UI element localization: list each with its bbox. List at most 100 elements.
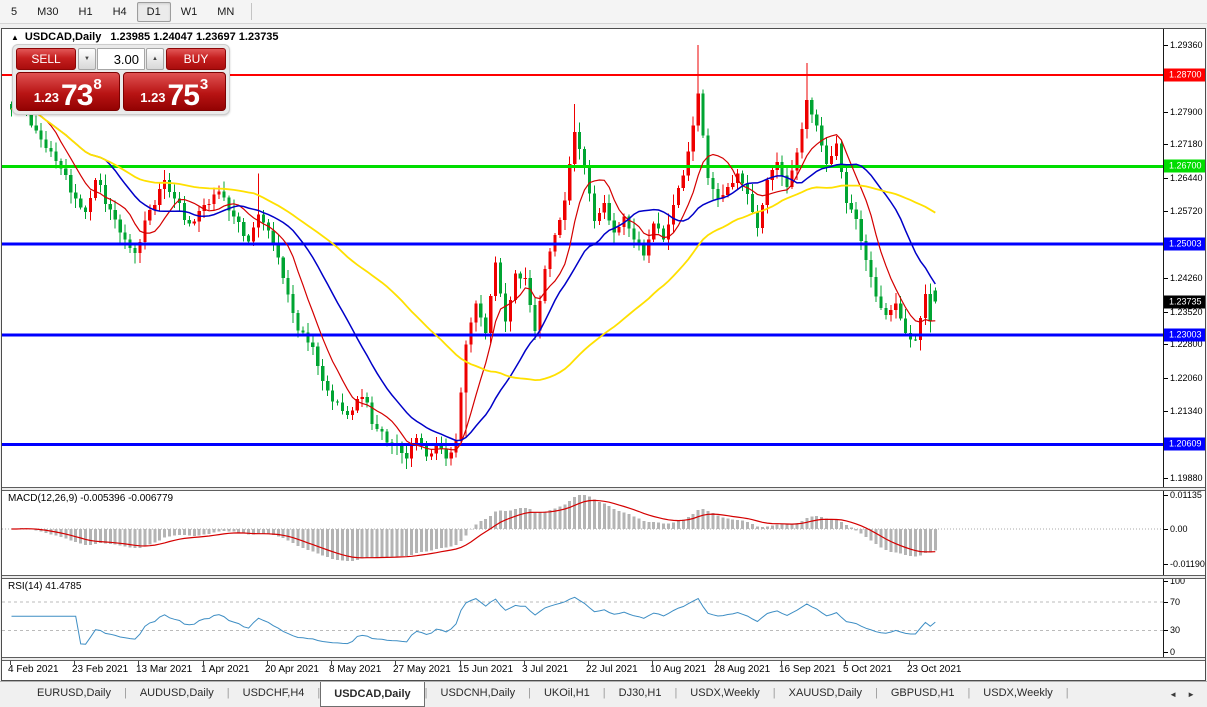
tab-separator: | [674,687,678,699]
chart-tab-eurusd-daily[interactable]: EURUSD,Daily [37,687,111,699]
date-label: 4 Feb 2021 [8,664,59,675]
date-label: 20 Apr 2021 [265,664,319,675]
date-tick-mark [331,661,332,665]
pane-resize-handle[interactable] [2,575,1205,579]
tab-separator: | [967,687,971,699]
chart-tab-usdcnh-daily[interactable]: USDCNH,Daily [440,687,516,699]
date-tick-mark [74,661,75,665]
timeframe-button-h4[interactable]: H4 [112,5,127,18]
buy-price-sup: 3 [199,76,209,93]
rsi-label: RSI(14) 41.4785 [8,581,82,592]
date-label: 8 May 2021 [329,664,382,675]
price-tick-label: 1.27180 [1170,139,1203,149]
chart-tab-usdcad-daily[interactable]: USDCAD,Daily [320,682,425,707]
date-label: 28 Aug 2021 [714,664,771,675]
date-label: 16 Sep 2021 [779,664,836,675]
pane-resize-handle[interactable] [2,657,1205,661]
timeframe-button-d1[interactable]: D1 [136,1,171,22]
date-tick-mark [10,661,11,665]
sell-price-big: 73 [61,78,93,111]
price-tick-label: 1.25720 [1170,206,1203,216]
tab-scroll-nav: ◄ ► [1169,682,1207,707]
date-tick-mark [716,661,717,665]
price-tick-label: 1.21340 [1170,406,1203,416]
sell-price-box[interactable]: 1.23 73 8 [16,72,120,111]
price-tick-mark [1164,312,1168,313]
macd-plot[interactable]: MACD(12,26,9) -0.005396 -0.006779 [2,491,1163,575]
timeframe-button-mn[interactable]: MN [217,5,235,18]
price-level-badge: 1.28700 [1164,68,1205,82]
tab-scroll-left-icon[interactable]: ◄ [1169,690,1178,699]
timeframe-button-m30[interactable]: M30 [37,5,59,18]
rsi-tick-label: 0 [1170,647,1176,657]
date-tick-mark [267,661,268,665]
date-axis[interactable]: 4 Feb 2021 23 Feb 2021 13 Mar 2021 1 Apr 20… [2,661,1163,680]
rsi-tick-mark [1164,602,1168,603]
price-level-badge: 1.25003 [1164,237,1205,251]
sell-button[interactable]: SELL [16,48,76,70]
tab-separator: | [602,687,606,699]
price-level-badge: 1.23735 [1164,295,1205,309]
tab-scroll-right-icon[interactable]: ► [1187,690,1195,699]
tab-separator: | [528,687,531,699]
timeframe-button-5[interactable]: 5 [11,5,18,18]
rsi-tick-label: 30 [1170,625,1181,635]
tab-separator: | [772,687,776,699]
tab-separator: | [123,687,127,699]
macd-pane: MACD(12,26,9) -0.005396 -0.006779 0.0113… [2,491,1205,575]
sell-price-prefix: 1.23 [33,90,60,105]
macd-tick-label: -0.01190 [1170,559,1205,569]
chart-tab-gbpusd-h1[interactable]: GBPUSD,H1 [890,687,955,699]
rsi-axis: 100 70 30 0 [1163,579,1205,657]
chart-tab-audusd-daily[interactable]: AUDUSD,Daily [139,687,214,699]
date-label: 23 Feb 2021 [72,664,129,675]
macd-tick-mark [1164,529,1168,530]
price-tick-label: 1.24260 [1170,273,1203,283]
date-tick-mark [460,661,461,665]
price-tick-mark [1164,478,1168,479]
date-tick-mark [138,661,139,665]
tab-separator: | [424,687,428,699]
timeframe-button-w1[interactable]: W1 [180,5,198,18]
price-tick-mark [1164,378,1168,379]
macd-tick-mark [1164,495,1168,496]
price-tick-label: 1.29360 [1170,40,1203,50]
price-tick-label: 1.22060 [1170,373,1203,383]
price-chart-plot[interactable]: ▲ USDCAD,Daily 1.23985 1.24047 1.23697 1… [2,29,1163,487]
date-label: 15 Jun 2021 [458,664,514,675]
macd-tick-label: 0.00 [1170,524,1188,534]
volume-input[interactable] [97,48,145,70]
date-label: 1 Apr 2021 [201,664,250,675]
buy-price-box[interactable]: 1.23 75 3 [122,72,226,111]
rsi-tick-label: 70 [1170,597,1181,607]
sell-price-sup: 8 [93,76,102,93]
price-tick-label: 1.26440 [1170,173,1203,183]
chart-tab-dj30-h1[interactable]: DJ30,H1 [618,687,662,699]
price-tick-mark [1164,278,1168,279]
main-price-pane: ▲ USDCAD,Daily 1.23985 1.24047 1.23697 1… [2,29,1205,487]
price-level-badge: 1.23003 [1164,328,1205,342]
price-tick-mark [1164,45,1168,46]
volume-spinner: ▼ ▲ [78,48,164,70]
date-label: 27 May 2021 [393,664,451,675]
macd-axis: 0.01135 0.00 -0.01190 [1163,491,1205,575]
collapse-arrow-icon[interactable]: ▲ [11,32,19,42]
toolbar-separator [251,3,253,20]
volume-increase-button[interactable]: ▲ [146,48,164,70]
volume-decrease-button[interactable]: ▼ [78,48,96,70]
buy-button[interactable]: BUY [166,48,226,70]
chart-tab-usdx-weekly[interactable]: USDX,Weekly [983,687,1053,699]
pane-resize-handle[interactable] [2,487,1205,491]
rsi-plot[interactable]: RSI(14) 41.4785 [2,579,1163,657]
chart-tab-xauusd-daily[interactable]: XAUUSD,Daily [788,687,862,699]
macd-tick-label: 0.01135 [1170,491,1202,500]
timeframe-button-h1[interactable]: H1 [78,5,93,18]
tab-separator: | [1065,687,1069,699]
chart-tab-ukoil-h1[interactable]: UKOil,H1 [543,687,590,699]
price-tick-mark [1164,144,1168,145]
price-axis[interactable]: 1.29360 1.27900 1.27180 1.26440 1.25720 1.242… [1163,29,1205,487]
chart-tab-usdx-weekly[interactable]: USDX,Weekly [690,687,760,699]
price-tick-mark [1164,211,1168,212]
price-tick-mark [1164,178,1168,179]
chart-tab-usdchf-h4[interactable]: USDCHF,H4 [242,687,305,699]
